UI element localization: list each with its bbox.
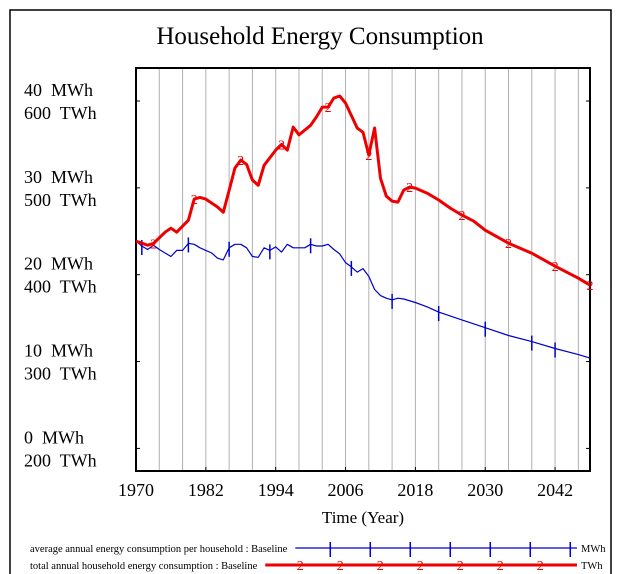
legend-label: average annual energy consumption per ho… [30, 544, 288, 555]
y2-tick-label: 500 TWh [24, 190, 97, 210]
x-tick-label: 2030 [467, 480, 503, 500]
x-tick-label: 2042 [537, 480, 573, 500]
marker: 2 [457, 559, 464, 574]
y2-tick-label: 200 TWh [24, 450, 97, 470]
y-tick-label: 10 MWh [24, 341, 93, 361]
marker: 2 [406, 181, 413, 196]
x-tick-label: 2018 [397, 480, 433, 500]
legend-unit: TWh [581, 561, 603, 572]
y2-tick-label: 300 TWh [24, 364, 97, 384]
y2-tick-label: 400 TWh [24, 277, 97, 297]
y-tick-label: 20 MWh [24, 254, 93, 274]
marker: 2 [297, 559, 304, 574]
x-tick-label: 1982 [188, 480, 224, 500]
marker: 2 [237, 154, 244, 169]
x-tick-label: 1970 [118, 480, 154, 500]
marker: 2 [150, 237, 157, 252]
plot-area [135, 67, 591, 472]
y2-tick-label: 600 TWh [24, 103, 97, 123]
frame [9, 9, 612, 574]
y-tick-label: 0 MWh [24, 427, 84, 447]
series-line [135, 94, 591, 287]
marker: 2 [365, 149, 372, 164]
marker: 2 [587, 279, 594, 294]
y-tick-label: 30 MWh [24, 167, 93, 187]
marker: 2 [377, 559, 384, 574]
marker: 2 [278, 138, 285, 153]
marker: 2 [325, 101, 332, 116]
series-line [135, 240, 591, 359]
marker: 2 [537, 559, 544, 574]
marker: 2 [552, 260, 559, 275]
chart-title: Household Energy Consumption [156, 23, 484, 50]
marker: 2 [337, 559, 344, 574]
x-tick-label: 1994 [258, 480, 294, 500]
legend-label: total annual household energy consumptio… [30, 561, 258, 572]
x-tick-label: 2006 [328, 480, 364, 500]
x-axis-title: Time (Year) [322, 508, 404, 527]
marker: 2 [497, 559, 504, 574]
marker: 2 [191, 193, 198, 208]
legend-unit: MWh [581, 544, 606, 555]
marker: 2 [458, 209, 465, 224]
marker: 2 [417, 559, 424, 574]
y-tick-label: 40 MWh [24, 80, 93, 100]
marker: 2 [505, 237, 512, 252]
